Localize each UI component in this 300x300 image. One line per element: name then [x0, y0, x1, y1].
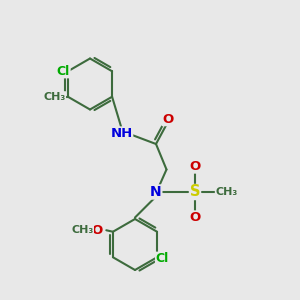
Text: N: N: [150, 185, 162, 199]
Text: O: O: [162, 112, 174, 126]
Text: O: O: [189, 211, 201, 224]
Text: Cl: Cl: [156, 252, 169, 265]
Text: O: O: [92, 224, 103, 237]
Text: O: O: [189, 160, 201, 173]
Text: Cl: Cl: [57, 65, 70, 78]
Text: S: S: [190, 184, 200, 200]
Text: NH: NH: [110, 127, 133, 140]
Text: CH₃: CH₃: [43, 92, 65, 102]
Text: CH₃: CH₃: [215, 187, 238, 197]
Text: CH₃: CH₃: [71, 225, 93, 235]
